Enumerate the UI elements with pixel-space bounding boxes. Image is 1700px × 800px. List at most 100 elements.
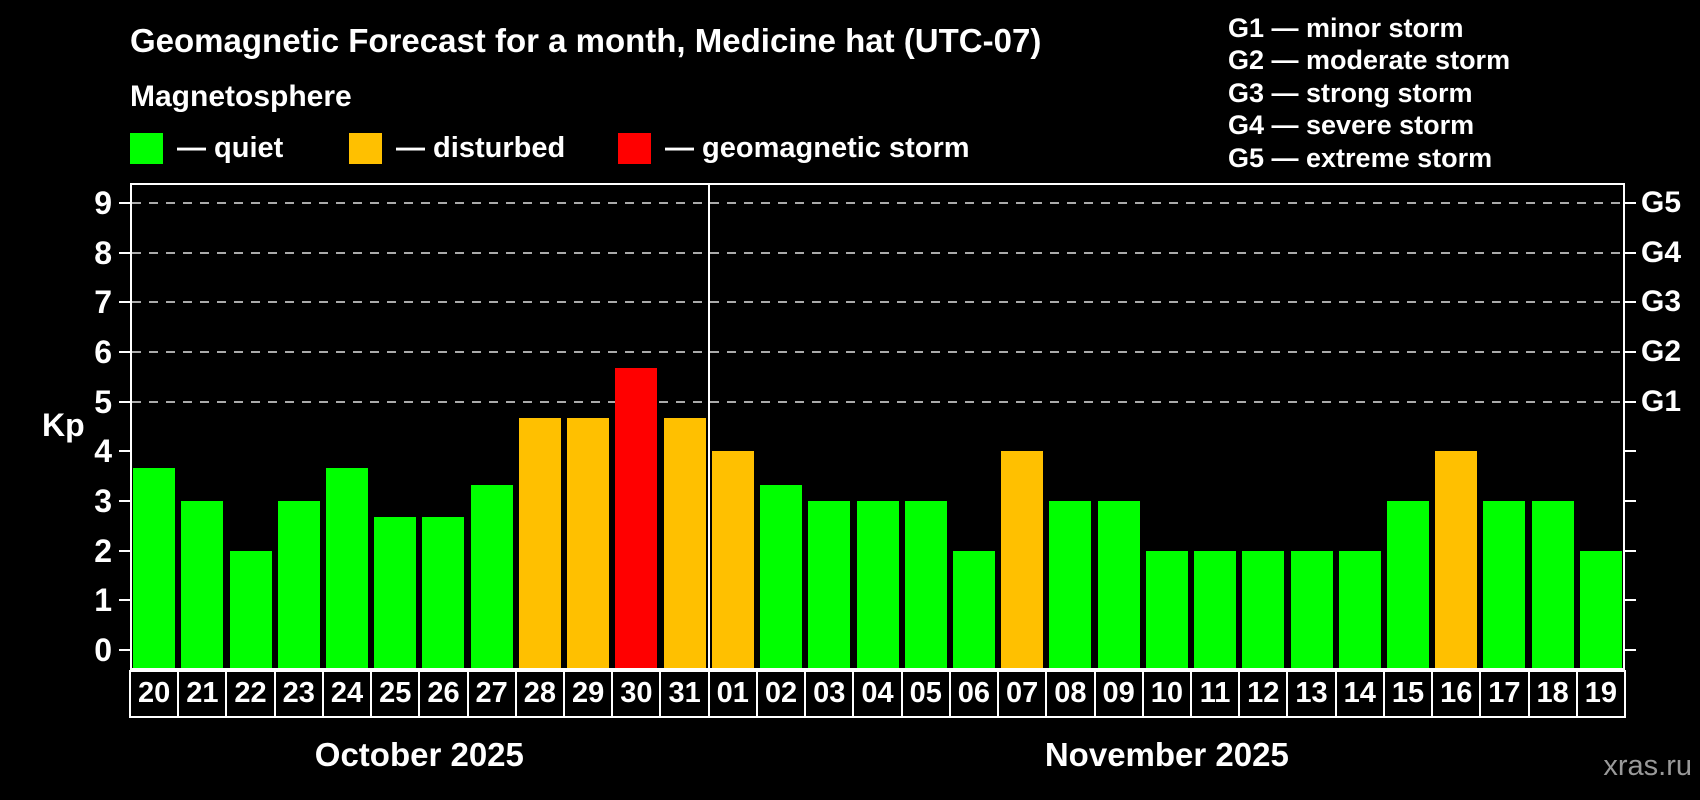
legend-item-geomagnetic-storm: — geomagnetic storm: [618, 130, 970, 166]
y-tick-right-3: [1625, 500, 1636, 503]
day-cell-25: 25: [370, 670, 421, 718]
kp-bar-23: [277, 501, 320, 670]
g-scale-label-G3: G3: [1641, 285, 1682, 319]
day-cell-01: 01: [707, 670, 758, 718]
day-cell-17: 17: [1479, 670, 1530, 718]
g-scale-label-G1: G1: [1641, 384, 1682, 418]
y-tick-label-8: 8: [94, 234, 112, 271]
kp-bar-10: [1145, 550, 1188, 670]
legend-label-quiet: — quiet: [177, 131, 284, 164]
y-tick-left-9: [119, 201, 130, 204]
y-tick-left-3: [119, 500, 130, 503]
g-scale-legend: G1 — minor storm G2 — moderate storm G3 — …: [1228, 12, 1510, 174]
day-cell-09: 09: [1093, 670, 1144, 718]
kp-bar-04: [856, 501, 899, 670]
legend-label-geomagnetic-storm: — geomagnetic storm: [665, 131, 970, 164]
day-cell-15: 15: [1382, 670, 1434, 718]
day-cell-05: 05: [900, 670, 951, 718]
month-label-1: November 2025: [1044, 736, 1289, 773]
day-cell-27: 27: [466, 670, 517, 718]
g-legend-line-4: G4 — severe storm: [1228, 110, 1475, 141]
kp-bar-08: [1049, 501, 1092, 670]
y-tick-label-2: 2: [94, 532, 112, 569]
g-scale-label-G5: G5: [1641, 185, 1682, 219]
day-cell-26: 26: [418, 670, 469, 718]
legend-item-disturbed: — disturbed: [349, 130, 565, 166]
legend-item-quiet: — quiet: [130, 130, 283, 166]
day-cell-28: 28: [514, 670, 566, 718]
kp-bar-22: [229, 550, 272, 670]
legend-swatch-quiet: [130, 132, 163, 164]
kp-bar-17: [1483, 501, 1526, 670]
kp-bar-02: [760, 484, 803, 670]
y-tick-label-9: 9: [94, 184, 112, 221]
kp-bar-16: [1435, 451, 1478, 670]
day-cell-13: 13: [1286, 670, 1337, 718]
gridline-kp8: [132, 251, 1623, 254]
y-tick-right-5: [1625, 400, 1636, 403]
y-tick-right-4: [1625, 450, 1636, 453]
kp-bar-21: [181, 501, 224, 670]
y-tick-label-7: 7: [94, 284, 112, 321]
gridline-kp5: [132, 400, 1623, 403]
g-legend-line-1: G1 — minor storm: [1228, 13, 1464, 43]
y-tick-right-1: [1625, 599, 1636, 602]
g-legend-line-2: G2 — moderate storm: [1228, 45, 1511, 76]
y-tick-label-0: 0: [94, 632, 112, 669]
y-tick-label-6: 6: [94, 333, 112, 370]
day-cell-14: 14: [1334, 670, 1385, 718]
magnetosphere-subtitle: Magnetosphere: [130, 80, 352, 113]
y-tick-label-1: 1: [94, 582, 112, 619]
gridline-kp9: [132, 201, 1623, 204]
plot-area: [130, 183, 1625, 670]
day-cell-23: 23: [273, 670, 324, 718]
y-tick-label-5: 5: [94, 383, 112, 420]
y-tick-left-2: [119, 549, 130, 552]
day-cell-06: 06: [948, 670, 1000, 718]
gridline-kp7: [132, 301, 1623, 304]
kp-bar-14: [1338, 550, 1381, 670]
day-cell-31: 31: [659, 670, 710, 718]
y-tick-label-4: 4: [94, 433, 112, 470]
y-tick-left-0: [119, 649, 130, 652]
g-legend-line-5: G5 — extreme storm: [1228, 142, 1493, 173]
legend-swatch-disturbed: [349, 132, 382, 164]
y-tick-right-9: [1625, 201, 1636, 204]
kp-bar-06: [952, 550, 995, 670]
day-cell-07: 07: [997, 670, 1048, 718]
kp-bar-01: [711, 451, 754, 670]
g-scale-label-G2: G2: [1641, 334, 1682, 368]
kp-bar-28: [518, 418, 561, 670]
page-title: Geomagnetic Forecast for a month, Medici…: [130, 22, 1042, 59]
kp-bar-05: [904, 501, 947, 670]
kp-bar-18: [1531, 501, 1574, 670]
kp-bar-11: [1194, 550, 1237, 670]
y-tick-right-0: [1625, 649, 1636, 652]
y-tick-left-4: [119, 450, 130, 453]
kp-bar-24: [326, 467, 369, 670]
day-cell-16: 16: [1431, 670, 1482, 718]
month-label-0: October 2025: [314, 736, 524, 773]
day-cell-21: 21: [177, 670, 228, 718]
day-cell-30: 30: [611, 670, 662, 718]
status-legend: — quiet — disturbed — geomagnetic storm: [0, 130, 1220, 170]
kp-bar-30: [615, 368, 658, 670]
kp-bar-19: [1579, 550, 1622, 670]
watermark-xras: xras.ru: [1603, 750, 1692, 782]
y-tick-left-6: [119, 350, 130, 353]
kp-bar-27: [470, 484, 513, 670]
day-cell-11: 11: [1189, 670, 1241, 718]
y-tick-left-5: [119, 400, 130, 403]
day-cell-08: 08: [1045, 670, 1096, 718]
gridline-kp6: [132, 350, 1623, 353]
y-tick-right-7: [1625, 301, 1636, 304]
day-cell-22: 22: [225, 670, 276, 718]
g-scale-label-G4: G4: [1641, 235, 1682, 269]
kp-bar-09: [1097, 501, 1140, 670]
kp-bar-26: [422, 517, 465, 670]
day-cell-24: 24: [321, 670, 373, 718]
kp-bar-13: [1290, 550, 1333, 670]
day-cell-20: 20: [129, 670, 180, 718]
y-tick-left-8: [119, 251, 130, 254]
